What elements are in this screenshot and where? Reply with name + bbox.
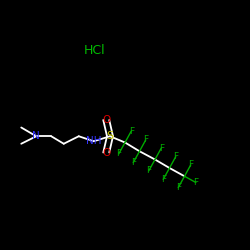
- Text: F: F: [188, 160, 193, 169]
- Text: F: F: [146, 166, 151, 175]
- Text: S: S: [106, 131, 114, 141]
- Text: F: F: [193, 178, 198, 187]
- Text: F: F: [173, 152, 178, 161]
- Text: F: F: [143, 135, 148, 144]
- Text: F: F: [131, 158, 136, 167]
- Text: F: F: [176, 183, 181, 192]
- Text: F: F: [116, 150, 121, 158]
- Text: F: F: [161, 175, 166, 184]
- Text: F: F: [129, 126, 134, 136]
- Text: NH: NH: [86, 136, 102, 146]
- Text: N: N: [32, 131, 40, 141]
- Text: O: O: [102, 115, 110, 125]
- Text: HCl: HCl: [84, 44, 106, 57]
- Text: O: O: [102, 148, 110, 158]
- Text: F: F: [159, 144, 164, 152]
